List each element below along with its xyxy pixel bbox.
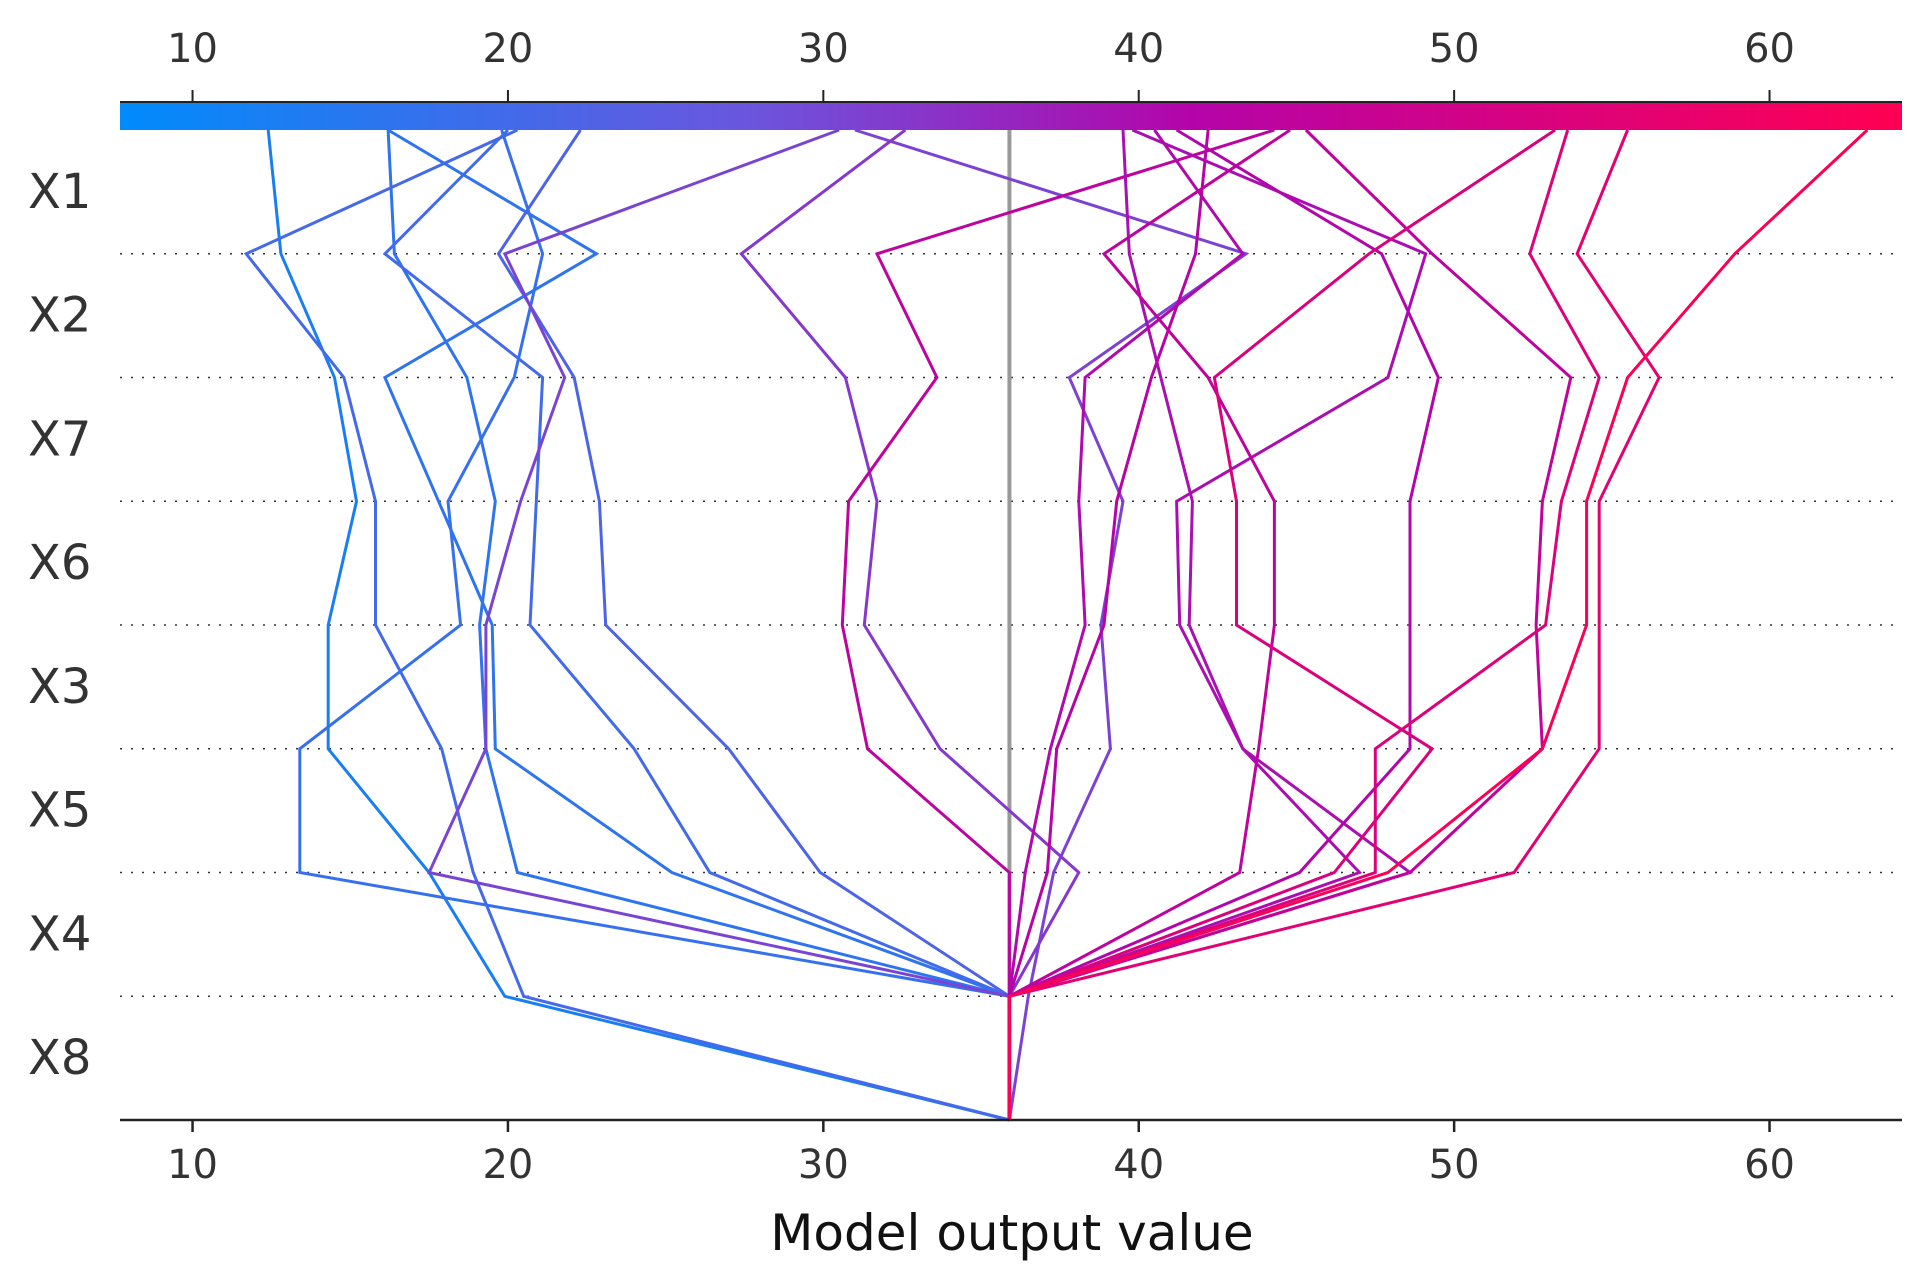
decision-line-sample-19: [1007, 128, 1556, 1120]
feature-label-x1: X1: [28, 164, 91, 220]
decision-line-sample-17: [1007, 128, 1440, 1120]
decision-line-sample-15: [1007, 128, 1428, 1120]
top-tick-label: 50: [1429, 26, 1480, 72]
colorbar: [120, 102, 1902, 130]
feature-label-x3: X3: [28, 659, 91, 715]
x-tick-label: 10: [167, 1142, 218, 1188]
x-tick-label: 30: [798, 1142, 849, 1188]
decision-line-sample-11: [840, 128, 1275, 1120]
decision-line-sample-9: [854, 128, 1250, 1121]
decision-line-sample-16: [1007, 128, 1291, 1120]
feature-label-x5: X5: [28, 783, 91, 839]
top-tick-label: 10: [167, 26, 218, 72]
decision-lines: [243, 128, 1869, 1122]
x-axis-title: Model output value: [770, 1204, 1253, 1262]
feature-label-x7: X7: [28, 411, 91, 467]
colorbar-gradient: [120, 102, 1902, 130]
decision-line-sample-1: [266, 129, 1010, 1122]
top-tick-label: 20: [482, 26, 533, 72]
top-tick-label: 60: [1744, 26, 1795, 72]
x-tick-label: 60: [1744, 1142, 1795, 1188]
decision-line-sample-8: [426, 128, 1011, 1120]
feature-label-x8: X8: [28, 1030, 91, 1086]
decision-line-sample-5: [496, 129, 1011, 1120]
axes: X1 X2 X7 X6 X3 X5 X4 X8 10 10 20 20 30 30 40 40 50 50 60 60: [28, 26, 1902, 1188]
decision-line-sample-20: [1007, 129, 1661, 1120]
decision-line-sample-2: [386, 129, 1011, 1120]
decision-line-sample-21: [1007, 129, 1601, 1120]
decision-line-sample-4: [243, 128, 1010, 1122]
decision-line-sample-14: [1007, 129, 1210, 1120]
decision-line-sample-10: [739, 128, 1081, 1120]
x-tick-label: 50: [1429, 1142, 1480, 1188]
decision-line-sample-13: [1007, 129, 1245, 1120]
feature-label-x4: X4: [28, 906, 91, 962]
feature-label-x2: X2: [28, 288, 91, 344]
x-tick-label: 20: [482, 1142, 533, 1188]
decision-line-sample-7: [298, 129, 1011, 1120]
feature-label-x6: X6: [28, 535, 91, 591]
decision-line-sample-18: [1007, 128, 1573, 1120]
top-tick-label: 30: [798, 26, 849, 72]
decision-line-sample-6: [382, 128, 1011, 1120]
x-tick-label: 40: [1113, 1142, 1164, 1188]
decision-line-sample-22: [1007, 128, 1869, 1120]
top-tick-label: 40: [1113, 26, 1164, 72]
